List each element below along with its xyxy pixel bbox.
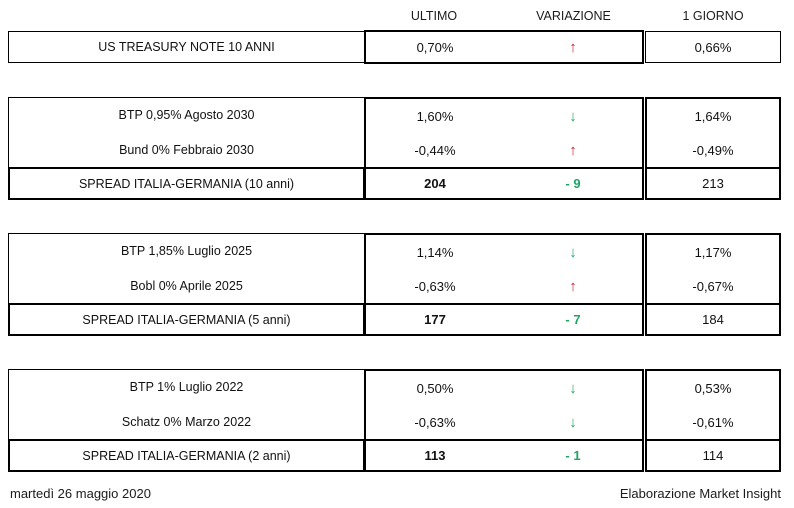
spread-5anni-1-giorno-value: 184 bbox=[645, 303, 781, 336]
spread-10anni-ultimo-value: 204 bbox=[424, 176, 446, 191]
arrow-up-icon: ↑ bbox=[569, 141, 577, 159]
spread-5anni-ultimo-value: 177 bbox=[424, 312, 446, 327]
block-2anni-1-giorno: 0,53% -0,61% bbox=[645, 369, 781, 439]
us-treasury-1-giorno-value: 0,66% bbox=[645, 31, 781, 63]
bobl-2025-1-giorno-value: -0,67% bbox=[692, 278, 734, 294]
block-2anni-labels: BTP 1% Luglio 2022 Schatz 0% Marzo 2022 bbox=[8, 369, 365, 439]
spread-2anni-label: SPREAD ITALIA-GERMANIA (2 anni) bbox=[8, 439, 365, 472]
btp-2022-ultimo-value: 0,50% bbox=[416, 380, 454, 396]
spread-2anni-ultimo-value: 113 bbox=[424, 448, 446, 463]
report-date: martedì 26 maggio 2020 bbox=[10, 486, 151, 501]
row-label-us-treasury: US TREASURY NOTE 10 ANNI bbox=[8, 31, 365, 63]
column-header-variazione: VARIAZIONE bbox=[536, 9, 611, 23]
arrow-up-icon: ↑ bbox=[569, 38, 577, 56]
btp-2025-ultimo-value: 1,14% bbox=[416, 244, 454, 260]
schatz-2022-1-giorno-value: -0,61% bbox=[692, 414, 734, 430]
spread-5anni-variazione-value: - 7 bbox=[565, 312, 581, 327]
block-10anni-1-giorno: 1,64% -0,49% bbox=[645, 97, 781, 167]
btp-2025-1-giorno-value: 1,17% bbox=[694, 244, 732, 260]
row-label-btp-2025: BTP 1,85% Luglio 2025 bbox=[120, 244, 253, 259]
arrow-down-icon: ↓ bbox=[569, 413, 577, 431]
block-2anni-ultimo-variazione: 0,50% ↓ -0,63% ↓ bbox=[364, 369, 644, 439]
row-label-schatz-2022: Schatz 0% Marzo 2022 bbox=[121, 414, 252, 429]
spread-2anni-1-giorno-value: 114 bbox=[645, 439, 781, 472]
spread-10anni-values: 204 - 9 bbox=[364, 167, 644, 200]
us-treasury-ultimo-variazione-cell: 0,70% ↑ bbox=[364, 30, 644, 64]
block-5anni-labels: BTP 1,85% Luglio 2025 Bobl 0% Aprile 202… bbox=[8, 233, 365, 303]
report-credit: Elaborazione Market Insight bbox=[619, 486, 781, 501]
row-label-btp-2030: BTP 0,95% Agosto 2030 bbox=[118, 108, 255, 123]
block-5anni-1-giorno: 1,17% -0,67% bbox=[645, 233, 781, 303]
us-treasury-ultimo-value: 0,70% bbox=[416, 39, 454, 55]
row-label-bund-2030: Bund 0% Febbraio 2030 bbox=[119, 142, 254, 157]
schatz-2022-ultimo-value: -0,63% bbox=[414, 414, 456, 430]
btp-2030-ultimo-value: 1,60% bbox=[416, 108, 454, 124]
column-header-ultimo: ULTIMO bbox=[410, 9, 458, 23]
row-label-bobl-2025: Bobl 0% Aprile 2025 bbox=[130, 278, 243, 293]
spread-5anni-values: 177 - 7 bbox=[364, 303, 644, 336]
arrow-up-icon: ↑ bbox=[569, 277, 577, 295]
spread-2anni-variazione-value: - 1 bbox=[565, 448, 581, 463]
bund-2030-1-giorno-value: -0,49% bbox=[692, 142, 734, 158]
bund-2030-ultimo-value: -0,44% bbox=[414, 142, 456, 158]
row-label-btp-2022: BTP 1% Luglio 2022 bbox=[129, 380, 244, 395]
arrow-down-icon: ↓ bbox=[569, 379, 577, 397]
block-5anni-ultimo-variazione: 1,14% ↓ -0,63% ↑ bbox=[364, 233, 644, 303]
column-header-1-giorno: 1 GIORNO bbox=[682, 9, 744, 23]
spread-5anni-label: SPREAD ITALIA-GERMANIA (5 anni) bbox=[8, 303, 365, 336]
spread-10anni-variazione-value: - 9 bbox=[565, 176, 581, 191]
spread-10anni-1-giorno-value: 213 bbox=[645, 167, 781, 200]
arrow-down-icon: ↓ bbox=[569, 107, 577, 125]
spread-2anni-values: 113 - 1 bbox=[364, 439, 644, 472]
block-10anni-labels: BTP 0,95% Agosto 2030 Bund 0% Febbraio 2… bbox=[8, 97, 365, 167]
bobl-2025-ultimo-value: -0,63% bbox=[414, 278, 456, 294]
arrow-down-icon: ↓ bbox=[569, 243, 577, 261]
spread-10anni-label: SPREAD ITALIA-GERMANIA (10 anni) bbox=[8, 167, 365, 200]
block-10anni-ultimo-variazione: 1,60% ↓ -0,44% ↑ bbox=[364, 97, 644, 167]
btp-2030-1-giorno-value: 1,64% bbox=[694, 108, 732, 124]
btp-2022-1-giorno-value: 0,53% bbox=[694, 380, 732, 396]
